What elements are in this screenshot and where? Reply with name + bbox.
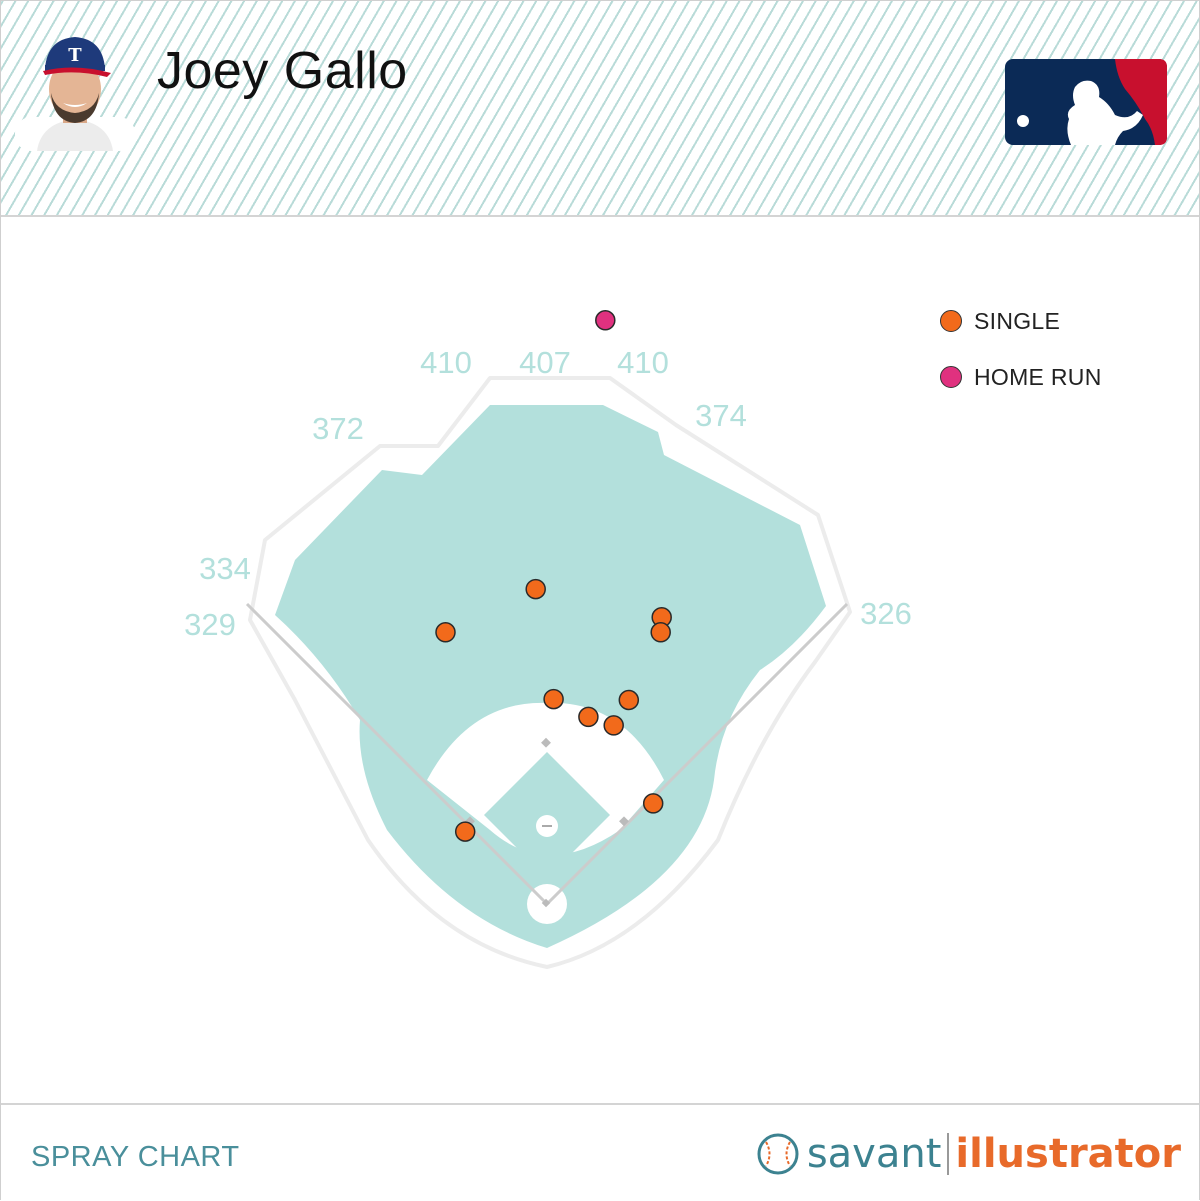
hit-point-single [525, 578, 546, 600]
brand-divider [947, 1133, 950, 1175]
wall-distance-label: 374 [695, 398, 747, 433]
legend-item-home-run: HOME RUN [940, 362, 1102, 392]
left-foul-line [245, 602, 549, 906]
outfield-grass [275, 405, 826, 948]
wall-distance-label: 334 [199, 551, 251, 586]
hit-point-single [642, 793, 664, 814]
svg-text:T: T [68, 45, 82, 66]
wall-distance-label: 326 [860, 596, 912, 631]
hit-point-single [618, 689, 640, 711]
header-banner: T Joey Gallo [1, 1, 1199, 217]
wall-distance-label: 407 [519, 345, 571, 380]
wall-distance-label: 329 [184, 607, 236, 642]
player-name: Joey Gallo [157, 42, 408, 100]
hit-point-single [435, 622, 456, 643]
legend-label-single: SINGLE [974, 307, 1061, 334]
baseball-icon [757, 1133, 799, 1175]
savant-illustrator-brand: savant illustrator [757, 1129, 1181, 1179]
home-plate [541, 898, 551, 908]
second-base [541, 737, 551, 748]
first-base [619, 816, 629, 827]
wall-distance-label: 410 [420, 345, 472, 380]
hit-point-single [603, 715, 624, 736]
player-headshot-icon: T [15, 37, 135, 151]
brand-illustrator-text: illustrator [955, 1131, 1181, 1177]
hit-point-single [578, 706, 599, 728]
hit-points [435, 310, 672, 842]
hit-point-single [454, 821, 476, 842]
footer: SPRAY CHART savant illustrator [1, 1103, 1199, 1201]
brand-savant-text: savant [806, 1131, 942, 1177]
legend-marker-single [940, 310, 962, 332]
mlb-logo-icon [1005, 59, 1167, 145]
legend-label-home-run: HOME RUN [974, 363, 1102, 390]
hit-point-single [650, 622, 671, 643]
wall-distance-label: 410 [617, 345, 669, 380]
wall-distance-labels: 329 334 372 410 407 410 374 326 [184, 345, 912, 642]
hit-point-home-run [595, 310, 616, 331]
legend-marker-home-run [940, 366, 962, 388]
hit-point-single [543, 688, 564, 710]
legend-item-single: SINGLE [940, 306, 1060, 336]
wall-distance-label: 372 [312, 411, 364, 446]
pitchers-rubber [542, 825, 552, 827]
chart-type-label: SPRAY CHART [31, 1141, 240, 1173]
right-foul-line [545, 602, 849, 906]
